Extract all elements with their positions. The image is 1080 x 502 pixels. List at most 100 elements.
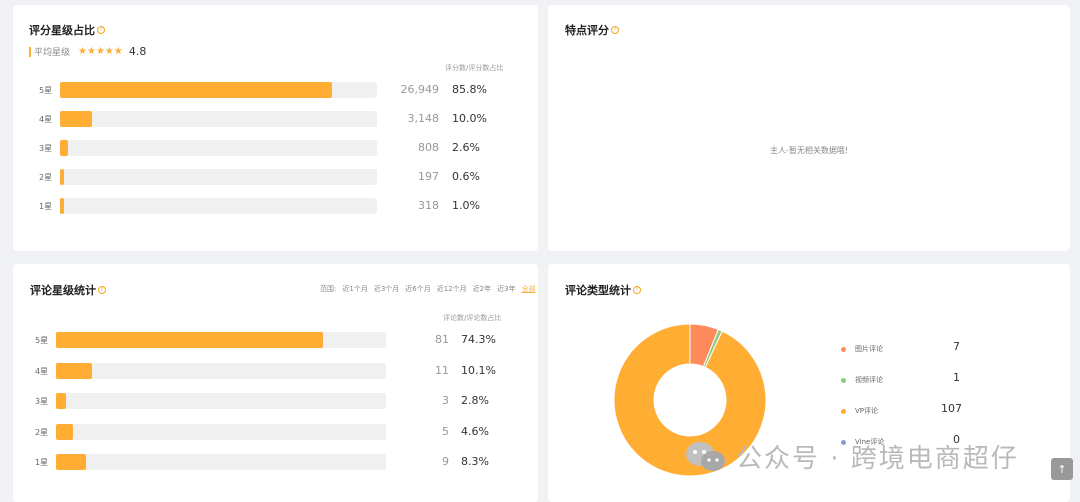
rating-bar-fill bbox=[56, 393, 66, 409]
rating-percent: 8.3% bbox=[461, 455, 489, 468]
legend-color-dot bbox=[841, 439, 846, 445]
rating-bar-track bbox=[56, 332, 386, 348]
star-level-label: 4星 bbox=[39, 115, 53, 124]
legend-label: 图片评论 bbox=[855, 345, 883, 353]
star-level-label: 2星 bbox=[35, 427, 49, 437]
range-option[interactable]: 近12个月 bbox=[436, 285, 467, 293]
donut-slice[interactable] bbox=[613, 323, 767, 477]
rating-bar-fill bbox=[56, 423, 73, 440]
rating-bar-track bbox=[60, 82, 377, 98]
rating-percent: 10.0% bbox=[452, 112, 487, 125]
empty-state-text: 主人-暂无相关数据哦! bbox=[769, 146, 849, 155]
average-rating-row: 平均星级 ★★★★★ 4.8 bbox=[29, 45, 146, 58]
column-header: 评论数/评论数占比 bbox=[443, 314, 502, 322]
range-option[interactable]: 近3个月 bbox=[373, 285, 400, 293]
rating-percent: 0.6% bbox=[452, 170, 480, 183]
rating-bar-fill bbox=[56, 454, 86, 470]
range-option[interactable]: 近2年 bbox=[472, 285, 492, 293]
time-range-filter: 范围: 近1个月 近3个月 近6个月 近12个月 近2年 近3年 全部 bbox=[320, 284, 536, 294]
rating-distribution-card: 评分星级占比 ? 平均星级 ★★★★★ 4.8 评分数/评分数占比 5星 26,9… bbox=[13, 5, 538, 251]
legend-label: Vine评论 bbox=[855, 438, 885, 446]
rating-bar-fill bbox=[60, 111, 92, 127]
rating-bar-track bbox=[56, 393, 386, 409]
watermark-text: 公众号 · 跨境电商超仔 bbox=[736, 444, 1019, 474]
legend-value: 1 bbox=[953, 371, 960, 384]
legend-value: 0 bbox=[953, 433, 960, 446]
legend-item[interactable]: Vine评论 bbox=[841, 437, 884, 447]
rating-bar-fill bbox=[60, 140, 69, 156]
rating-bar-fill bbox=[56, 362, 93, 379]
legend-color-dot bbox=[841, 346, 846, 352]
rating-count: 3,148 bbox=[407, 112, 440, 125]
range-label: 范围: bbox=[320, 285, 337, 293]
rating-percent: 85.8% bbox=[452, 83, 487, 96]
rating-count: 81 bbox=[435, 333, 449, 346]
help-icon[interactable]: ? bbox=[97, 26, 105, 34]
star-level-label: 5星 bbox=[35, 336, 49, 345]
range-option[interactable]: 近1个月 bbox=[342, 285, 368, 293]
legend-label: VP评论 bbox=[855, 407, 879, 415]
star-level-label: 1星 bbox=[35, 458, 49, 467]
feature-rating-title: 特点评分 ? bbox=[565, 22, 619, 38]
legend-value: 7 bbox=[953, 340, 960, 353]
watermark: 公众号 · 跨境电商超仔 bbox=[684, 438, 1019, 475]
rating-count: 318 bbox=[418, 199, 439, 212]
review-types-title: 评论类型统计 ? bbox=[565, 282, 641, 298]
accent-mark bbox=[29, 46, 31, 57]
rating-count: 11 bbox=[435, 363, 449, 377]
average-rating-value: 4.8 bbox=[128, 45, 147, 58]
range-option[interactable]: 近3年 bbox=[497, 285, 516, 293]
rating-percent: 74.3% bbox=[461, 333, 496, 346]
legend-color-dot bbox=[841, 377, 846, 383]
star-level-label: 2星 bbox=[39, 173, 53, 182]
rating-bar-track bbox=[60, 140, 377, 156]
legend-value: 107 bbox=[941, 402, 962, 415]
rating-count: 3 bbox=[442, 394, 449, 407]
review-types-donut-chart bbox=[613, 323, 767, 477]
help-icon[interactable]: ? bbox=[633, 286, 641, 294]
star-level-label: 3星 bbox=[35, 397, 49, 406]
rating-percent: 4.6% bbox=[461, 424, 489, 438]
rating-count: 808 bbox=[418, 141, 439, 154]
range-option[interactable]: 近6个月 bbox=[405, 285, 431, 293]
rating-count: 9 bbox=[442, 455, 449, 468]
rating-count: 197 bbox=[418, 170, 439, 183]
rating-percent: 1.0% bbox=[452, 199, 480, 212]
legend-item[interactable]: 视频评论 bbox=[841, 375, 883, 385]
rating-percent: 10.1% bbox=[461, 363, 496, 377]
rating-percent: 2.6% bbox=[452, 141, 480, 154]
rating-bar-fill bbox=[60, 198, 64, 214]
legend-label: 视频评论 bbox=[855, 376, 883, 384]
review-types-card: 评论类型统计 ? 图片评论 7 视频评论 1 VP评论 107 Vine评论 0 bbox=[548, 264, 1070, 502]
rating-bar-fill bbox=[60, 169, 64, 185]
star-level-label: 3星 bbox=[39, 144, 53, 153]
review-stats-card: 评论星级统计 ? 评论数/评论数占比 5星 81 74.3% 4星 11 10.1% 3星 3… bbox=[13, 264, 538, 502]
star-rating-icon: ★★★★★ bbox=[78, 46, 123, 57]
legend-item[interactable]: 图片评论 bbox=[841, 344, 883, 354]
legend-item[interactable]: VP评论 bbox=[841, 406, 878, 416]
range-option[interactable]: 全部 bbox=[521, 285, 536, 293]
rating-count: 5 bbox=[442, 424, 449, 438]
star-level-label: 5星 bbox=[39, 86, 53, 95]
review-stats-title: 评论星级统计 ? bbox=[30, 282, 106, 298]
average-rating-label: 平均星级 bbox=[34, 48, 71, 58]
help-icon[interactable]: ? bbox=[611, 26, 619, 34]
rating-bar-track bbox=[60, 169, 377, 185]
help-icon[interactable]: ? bbox=[98, 286, 106, 294]
feature-rating-card: 特点评分 ? 主人-暂无相关数据哦! bbox=[548, 5, 1070, 251]
rating-bar-track bbox=[56, 423, 386, 440]
rating-bar-track bbox=[60, 198, 377, 214]
rating-bar-fill bbox=[56, 332, 324, 348]
rating-bar-track bbox=[60, 111, 377, 127]
rating-bar-fill bbox=[60, 82, 332, 98]
rating-bar-track bbox=[56, 454, 386, 470]
rating-distribution-title: 评分星级占比 ? bbox=[29, 22, 105, 38]
back-to-top-button[interactable]: ↑ bbox=[1051, 458, 1073, 480]
legend-color-dot bbox=[841, 408, 846, 414]
wechat-icon bbox=[686, 441, 725, 471]
star-level-label: 1星 bbox=[39, 202, 53, 211]
rating-percent: 2.8% bbox=[461, 394, 489, 407]
rating-count: 26,949 bbox=[400, 83, 440, 96]
rating-bar-track bbox=[56, 362, 386, 379]
star-level-label: 4星 bbox=[35, 366, 49, 376]
